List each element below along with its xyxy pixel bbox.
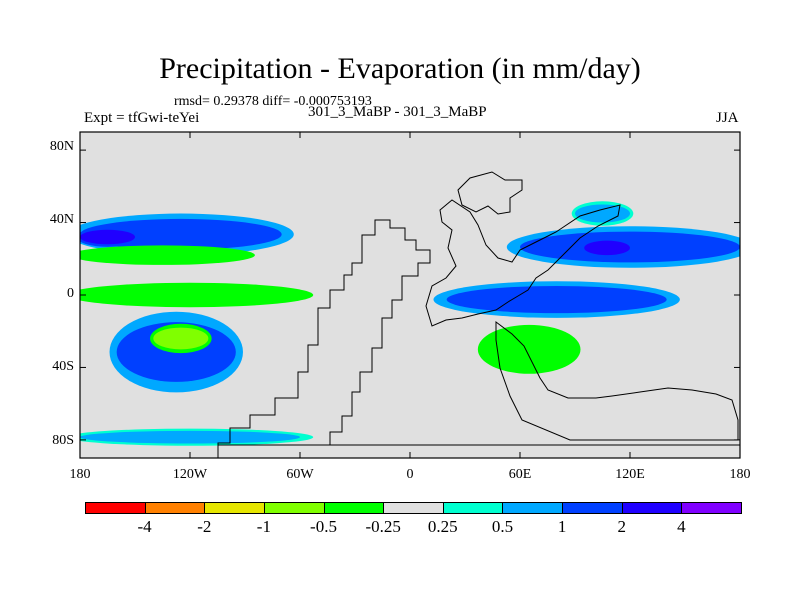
lon-label: 0 [406,467,414,482]
colorbar-box [562,502,623,514]
colorbar-label: -0.25 [365,517,401,536]
contour-region [80,229,135,245]
contour-region [80,285,300,305]
antarctica-coastline [217,444,740,458]
eurasia-africa-coastline [425,199,621,327]
contour-region [483,331,575,368]
stats-line: rmsd= 0.29378 diff= -0.000753193 [174,94,372,109]
experiment-label: Expt = tfGwi-teYei [84,110,200,126]
lat-label: 40S [52,359,74,374]
colorbar [85,502,742,515]
lat-label: 0 [67,286,74,301]
lon-label: 180 [729,467,751,482]
axis-ticks [79,132,741,458]
contour-region [153,327,209,350]
colorbar-box [263,502,325,514]
lat-label: 80N [49,139,74,154]
colorbar-box [204,502,265,514]
colorbar-label: 0.5 [491,517,514,536]
colorbar-label: -0.5 [310,517,337,536]
colorbar-label: -2 [197,517,212,536]
colorbar-box [502,502,564,514]
lon-label: 180 [69,467,91,482]
colorbar-label: 0.25 [427,517,458,536]
contour-fields [80,201,740,446]
colorbar-box [323,502,385,514]
contour-region [584,240,630,256]
contour-region [575,204,630,223]
contour-region [446,285,667,314]
australia-antarctic-coastline [495,321,739,441]
lon-label: 60W [286,467,314,482]
americas-coastline [217,219,431,446]
colorbar-label: -4 [137,517,152,536]
case-id-label: 301_3_MaBP - 301_3_MaBP [308,104,487,120]
season-label: JJA [716,110,739,126]
colorbar-box [442,502,504,514]
lat-label: 40N [49,212,74,227]
contour-region [80,430,300,444]
colorbar-label: -1 [256,517,271,536]
contour-region [80,247,245,263]
colorbar-label: 2 [617,517,626,536]
colorbar-box [621,502,683,514]
colorbar-label: 4 [677,517,686,536]
lon-label: 60E [508,467,532,482]
colorbar-label: 1 [557,517,567,536]
lon-label: 120E [615,467,645,482]
colorbar-box [383,502,444,514]
figure-title: Precipitation - Evaporation (in mm/day) [159,52,641,85]
colorbar-box [681,502,742,514]
greenland-coastline [457,171,523,215]
lat-label: 80S [52,433,74,448]
coastline-outline [217,171,740,458]
colorbar-box [144,502,206,514]
colorbar-box [85,502,146,514]
lon-label: 120W [172,467,208,482]
